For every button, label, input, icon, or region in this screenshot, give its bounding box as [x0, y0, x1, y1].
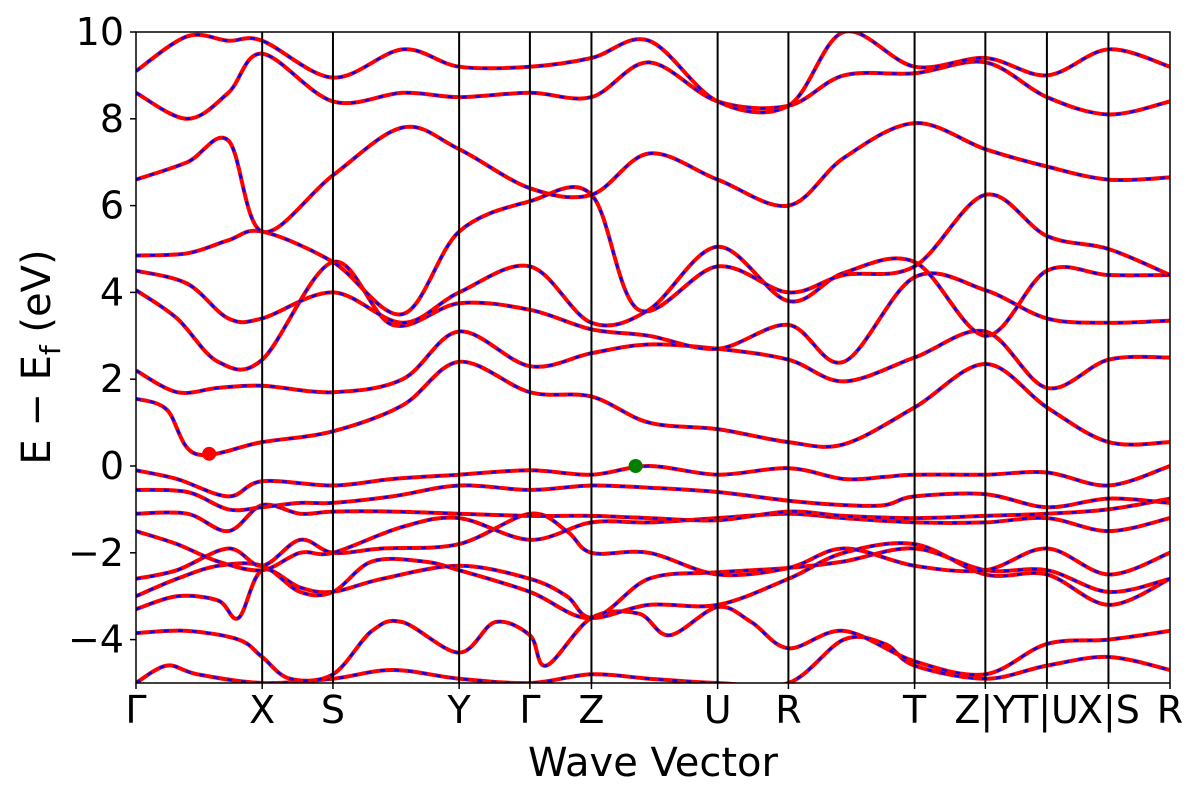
y-axis-label-unit: (eV): [14, 249, 60, 345]
y-tick-label: 0: [100, 444, 124, 488]
y-tick-label: 6: [100, 184, 124, 228]
band-6-solid: [136, 511, 1170, 573]
band-17-dashed: [136, 32, 1170, 114]
x-tick-label: Γ: [125, 688, 146, 732]
x-tick-label: T|U: [1014, 688, 1079, 733]
band-2-solid: [136, 604, 1170, 683]
y-axis-ticks: −4 −2 0 2 4 6 8 10: [68, 10, 136, 662]
band-15-dashed: [136, 121, 1170, 234]
band-9-dashed: [136, 464, 1170, 498]
y-tick-label: 8: [100, 97, 124, 141]
band-13-dashed: [136, 245, 1170, 338]
x-axis-ticks: Γ X S Y Γ Z U R T Z|YT|UX|S R: [125, 683, 1183, 733]
band-10-solid: [136, 359, 1170, 457]
y-tick-label: 2: [100, 357, 124, 401]
band-5-dashed: [136, 512, 1170, 581]
x-tick-label: Z: [578, 688, 604, 732]
x-tick-label: Γ: [519, 688, 540, 732]
y-axis-label-main: E − E: [14, 355, 60, 465]
band-8-solid: [136, 483, 1170, 513]
band-10-dashed: [136, 360, 1170, 457]
y-tick-label: 4: [100, 270, 124, 314]
band-4-dashed: [136, 547, 1170, 620]
band-2-dashed: [136, 605, 1170, 682]
markers-layer: [202, 446, 643, 473]
y-tick-label: −2: [68, 531, 124, 575]
high-symmetry-lines: [261, 32, 1110, 683]
plot-frame: [135, 31, 1171, 684]
y-axis-label: E − Ef (eV): [14, 249, 67, 464]
x-tick-label: X: [249, 688, 275, 732]
bands-layer: [136, 32, 1170, 683]
x-tick-label: X|S: [1077, 688, 1140, 733]
band-14-dashed: [136, 185, 1170, 316]
band-11-solid: [136, 328, 1170, 395]
band-16-solid: [136, 51, 1170, 121]
x-tick-label: S: [321, 688, 345, 732]
band-14-solid: [136, 185, 1170, 317]
cbm-marker: [202, 446, 217, 461]
x-tick-label: R: [775, 688, 801, 732]
band-11-dashed: [136, 329, 1170, 395]
band-15-solid: [136, 121, 1170, 234]
y-tick-label: −4: [68, 618, 124, 662]
x-tick-label: Y: [447, 688, 472, 732]
x-tick-label: R: [1157, 688, 1183, 732]
x-tick-label: U: [704, 688, 732, 732]
x-tick-label: T: [902, 688, 927, 732]
x-axis-label: Wave Vector: [528, 740, 779, 786]
x-tick-label: Z|Y: [954, 688, 1017, 733]
band-13-solid: [136, 244, 1170, 338]
y-axis-label-sub: f: [34, 344, 67, 355]
y-tick-label: 10: [76, 10, 124, 54]
vbm-marker: [628, 459, 643, 473]
band-12-dashed: [136, 260, 1170, 371]
band-9-solid: [136, 464, 1170, 499]
